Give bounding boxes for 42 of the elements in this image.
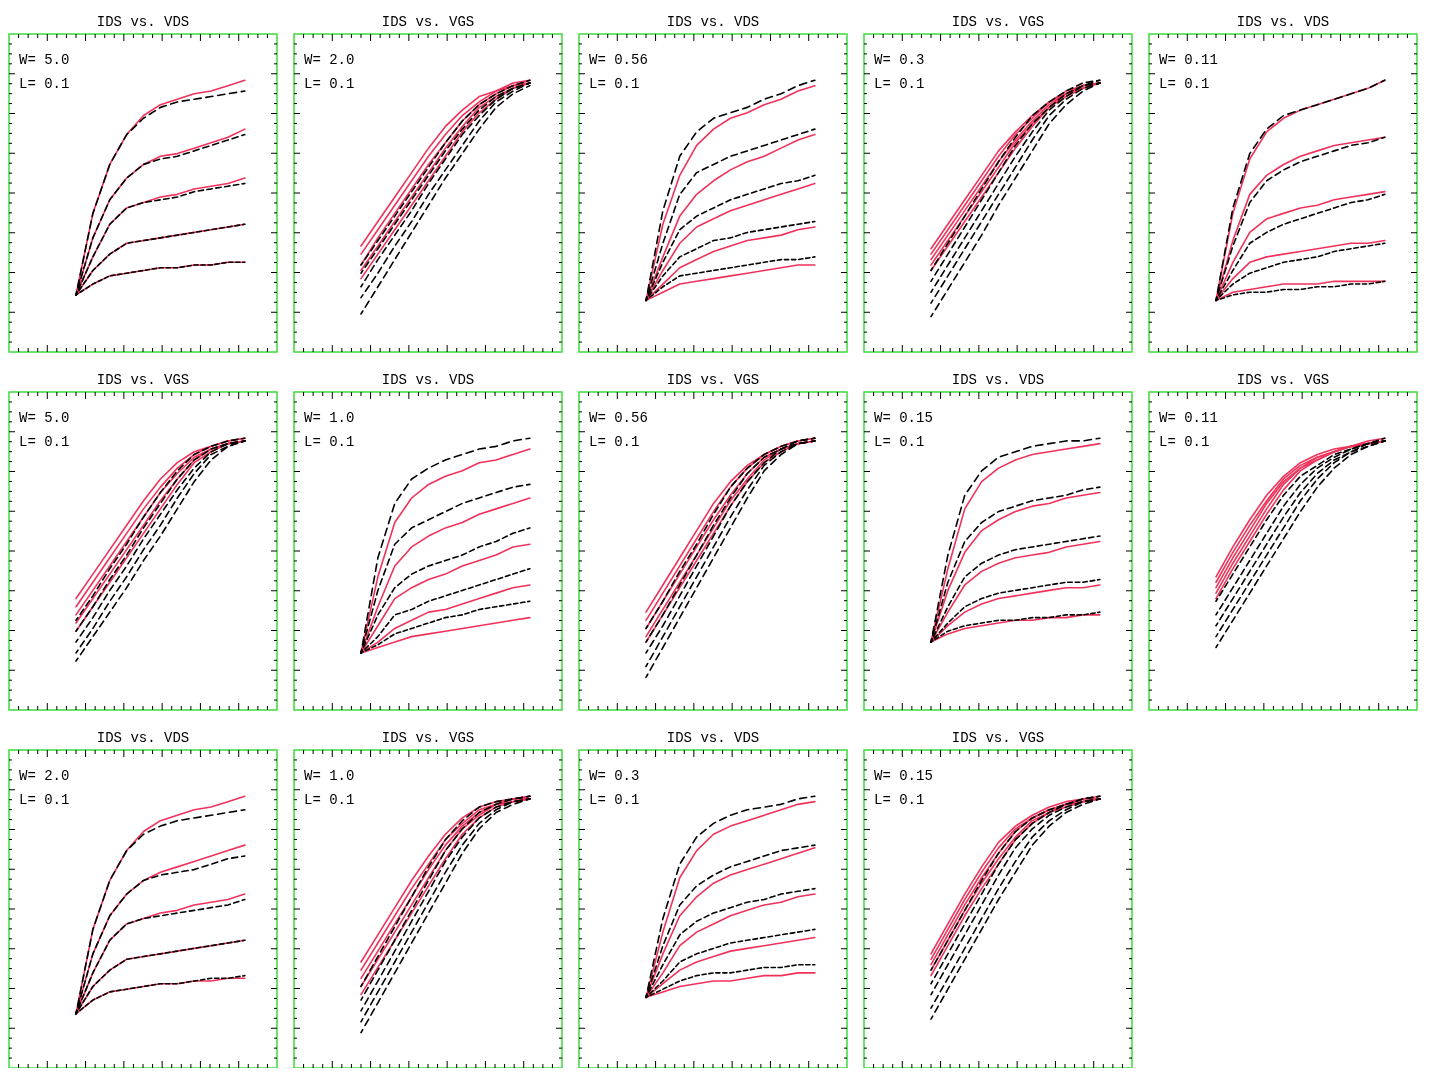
text: W= 2.0 — [304, 52, 355, 68]
annotation: L= 0.1 — [304, 76, 355, 92]
annotation: L= 0.1 — [304, 792, 355, 808]
chart-title: IDS vs. VDS — [381, 372, 475, 388]
chart-title: IDS vs. VGS — [381, 14, 475, 30]
annotation: L= 0.1 — [19, 76, 70, 92]
text: W= 1.0 — [304, 768, 355, 784]
annotation: L= 0.1 — [589, 792, 640, 808]
chart-title: IDS vs. VDS — [96, 730, 190, 746]
chart-title: IDS vs. VGS — [951, 730, 1045, 746]
annotation: L= 0.1 — [1159, 434, 1210, 450]
chart-title: IDS vs. VDS — [951, 372, 1045, 388]
text: W= 0.3 — [874, 52, 925, 68]
text: W= 0.56 — [589, 410, 648, 426]
chart-title: IDS vs. VDS — [666, 730, 760, 746]
annotation: L= 0.1 — [1159, 76, 1210, 92]
text: W= 0.56 — [589, 52, 648, 68]
text: W= 0.11 — [1159, 410, 1218, 426]
chart-title: IDS vs. VGS — [1236, 372, 1330, 388]
text: W= 2.0 — [19, 768, 70, 784]
text: W= 0.15 — [874, 768, 933, 784]
chart-title: IDS vs. VGS — [666, 372, 760, 388]
annotation: L= 0.1 — [589, 434, 640, 450]
chart-title: IDS vs. VDS — [1236, 14, 1330, 30]
text: W= 0.3 — [589, 768, 640, 784]
chart-title: IDS vs. VGS — [381, 730, 475, 746]
chart-title: IDS vs. VDS — [666, 14, 760, 30]
annotation: L= 0.1 — [874, 792, 925, 808]
text: W= 1.0 — [304, 410, 355, 426]
chart-title: IDS vs. VGS — [951, 14, 1045, 30]
annotation: L= 0.1 — [874, 434, 925, 450]
chart-title: IDS vs. VDS — [96, 14, 190, 30]
annotation: L= 0.1 — [874, 76, 925, 92]
annotation: L= 0.1 — [589, 76, 640, 92]
text: W= 0.11 — [1159, 52, 1218, 68]
annotation: L= 0.1 — [19, 792, 70, 808]
text: W= 5.0 — [19, 52, 70, 68]
text: W= 5.0 — [19, 410, 70, 426]
annotation: L= 0.1 — [19, 434, 70, 450]
text: W= 0.15 — [874, 410, 933, 426]
annotation: L= 0.1 — [304, 434, 355, 450]
chart-title: IDS vs. VGS — [96, 372, 190, 388]
